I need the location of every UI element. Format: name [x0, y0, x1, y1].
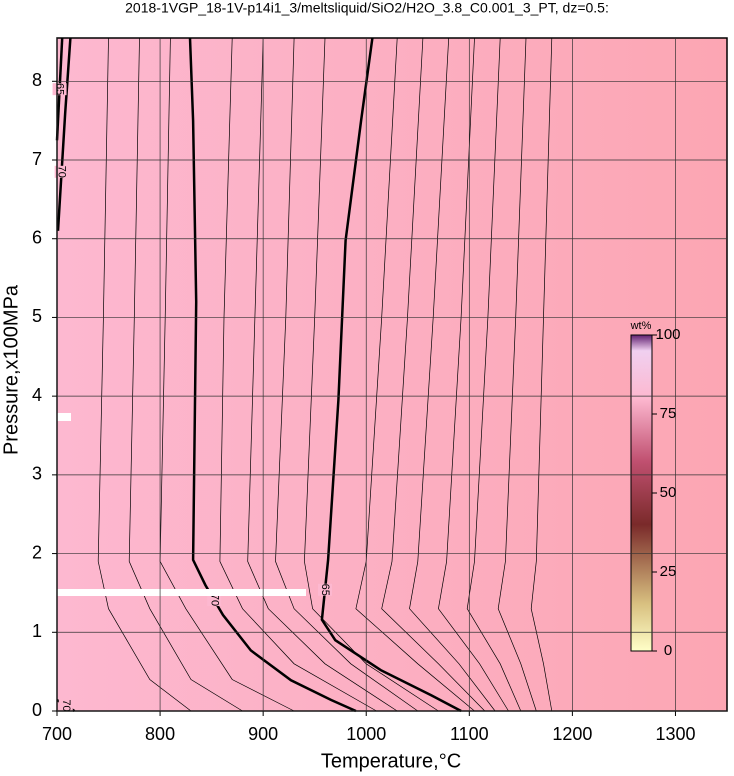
x-axis-label: Temperature,°C — [321, 750, 461, 772]
y-tick-label: 0 — [32, 700, 42, 720]
contour — [275, 37, 419, 712]
contour — [409, 37, 496, 712]
contour-label-bg — [318, 583, 332, 596]
contour — [381, 37, 486, 712]
contour-label-bg — [58, 699, 73, 712]
contour — [219, 37, 377, 712]
contour — [466, 37, 522, 712]
data-gap — [57, 413, 71, 421]
x-tick-label: 1000 — [346, 724, 386, 744]
colorbar — [630, 334, 653, 652]
y-tick-label: 3 — [32, 464, 42, 484]
x-tick-label: 900 — [248, 724, 278, 744]
y-axis-label: Pressure,x100MPa — [0, 284, 22, 455]
y-tick-label: 8 — [32, 70, 42, 90]
y-tick-label: 6 — [32, 227, 42, 247]
contour — [355, 37, 475, 712]
y-tick-label: 5 — [32, 306, 42, 326]
contour — [438, 37, 509, 712]
contour-label-bg — [207, 594, 222, 607]
plot-area — [57, 38, 727, 711]
x-tick-label: 1100 — [450, 724, 489, 744]
x-tick-label: 1300 — [655, 724, 695, 744]
bold-contour — [56, 37, 72, 231]
colorbar-tick-label: 100 — [655, 326, 680, 343]
contour-label: 70 — [208, 594, 220, 606]
data-gap — [57, 589, 306, 596]
y-tick-label: 4 — [32, 385, 42, 405]
colorbar-tick-label: 50 — [660, 484, 677, 501]
contour-label-bg — [54, 165, 69, 178]
y-tick-label: 1 — [32, 621, 42, 641]
x-tick-label: 700 — [42, 724, 72, 744]
contour-label: 65 — [319, 584, 331, 596]
chart-title: 2018-1VGP_18-1V-p14i1_3/meltsliquid/SiO2… — [125, 0, 609, 16]
contour — [128, 37, 243, 712]
contour — [247, 37, 398, 712]
colorbar-tick-label: 0 — [664, 642, 672, 659]
contour-label: 65 — [54, 83, 66, 95]
contour-label-bg — [52, 83, 67, 96]
contour — [530, 37, 553, 712]
x-tick-label: 1200 — [552, 724, 592, 744]
contour — [304, 37, 439, 712]
contour — [497, 37, 537, 712]
x-tick-label: 800 — [145, 724, 175, 744]
colorbar-tick-label: 75 — [660, 405, 677, 422]
contour-label: 70 — [56, 166, 68, 178]
y-tick-label: 2 — [32, 542, 42, 562]
contour — [159, 37, 295, 712]
colorbar-label: wt% — [630, 320, 652, 332]
colorbar-tick-label: 25 — [660, 563, 677, 580]
contour — [97, 37, 192, 712]
contour-label: 70 — [60, 699, 72, 711]
y-tick-label: 7 — [32, 149, 42, 169]
